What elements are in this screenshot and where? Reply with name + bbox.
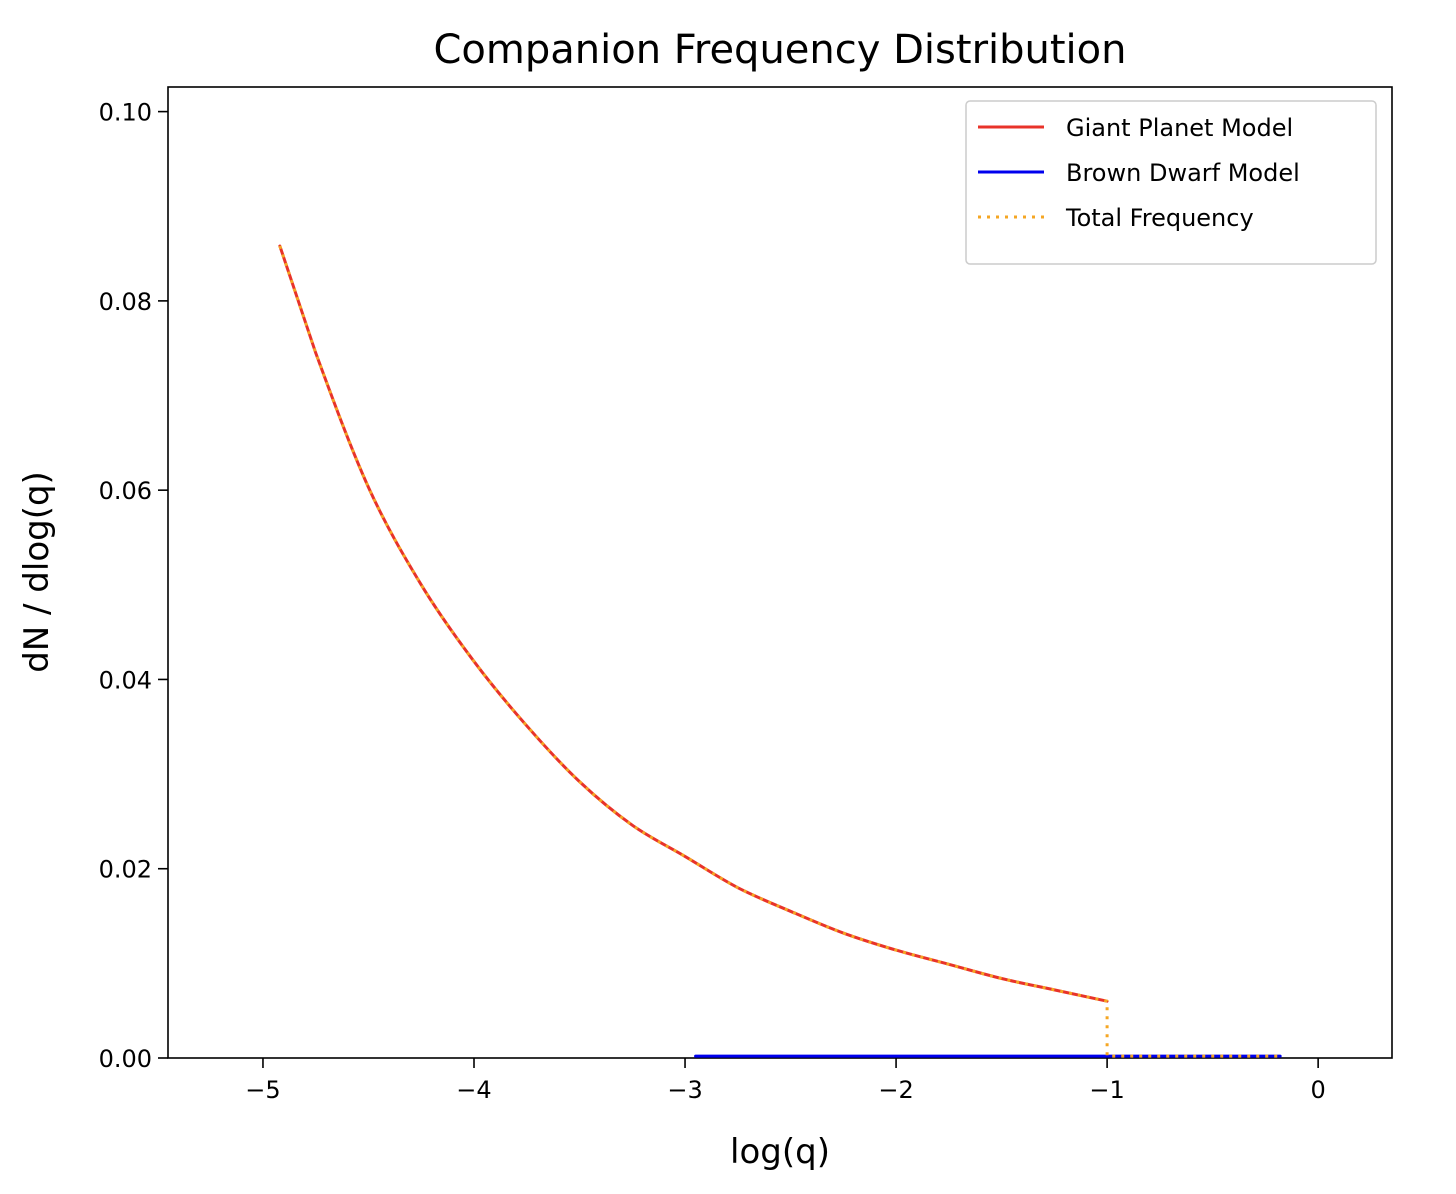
series-layer bbox=[278, 244, 1282, 1058]
y-axis: 0.00 0.02 0.04 0.06 0.08 0.10 bbox=[99, 99, 168, 1073]
y-tick-label: 0.10 bbox=[99, 99, 152, 127]
chart-title: Companion Frequency Distribution bbox=[434, 27, 1127, 73]
x-tick-label: 0 bbox=[1310, 1076, 1325, 1104]
legend-box bbox=[965, 100, 1377, 265]
x-axis-title: log(q) bbox=[730, 1132, 830, 1172]
legend-label-brown-dwarf-model: Brown Dwarf Model bbox=[1066, 159, 1300, 187]
x-tick-label: −4 bbox=[456, 1076, 491, 1104]
x-tick-label: −5 bbox=[245, 1076, 280, 1104]
y-tick-label: 0.00 bbox=[99, 1045, 152, 1073]
series-line-giant-planet-model bbox=[278, 244, 1109, 1003]
y-axis-title: dN / dlog(q) bbox=[17, 471, 57, 673]
plot-area-frame bbox=[167, 86, 1393, 1059]
y-tick-label: 0.08 bbox=[99, 288, 152, 316]
legend-label-total-frequency: Total Frequency bbox=[1065, 204, 1254, 232]
y-tick-label: 0.06 bbox=[99, 477, 152, 505]
x-tick-label: −3 bbox=[667, 1076, 702, 1104]
y-tick-label: 0.04 bbox=[99, 666, 152, 694]
x-tick-label: −1 bbox=[1089, 1076, 1124, 1104]
x-axis: −5 −4 −3 −2 −1 0 bbox=[245, 1058, 1326, 1104]
legend: Giant Planet Model Brown Dwarf Model Total… bbox=[965, 100, 1377, 265]
y-tick-label: 0.02 bbox=[99, 856, 152, 884]
x-tick-label: −2 bbox=[878, 1076, 913, 1104]
legend-label-giant-planet-model: Giant Planet Model bbox=[1066, 114, 1293, 142]
series-line-total-frequency bbox=[278, 245, 1281, 1058]
